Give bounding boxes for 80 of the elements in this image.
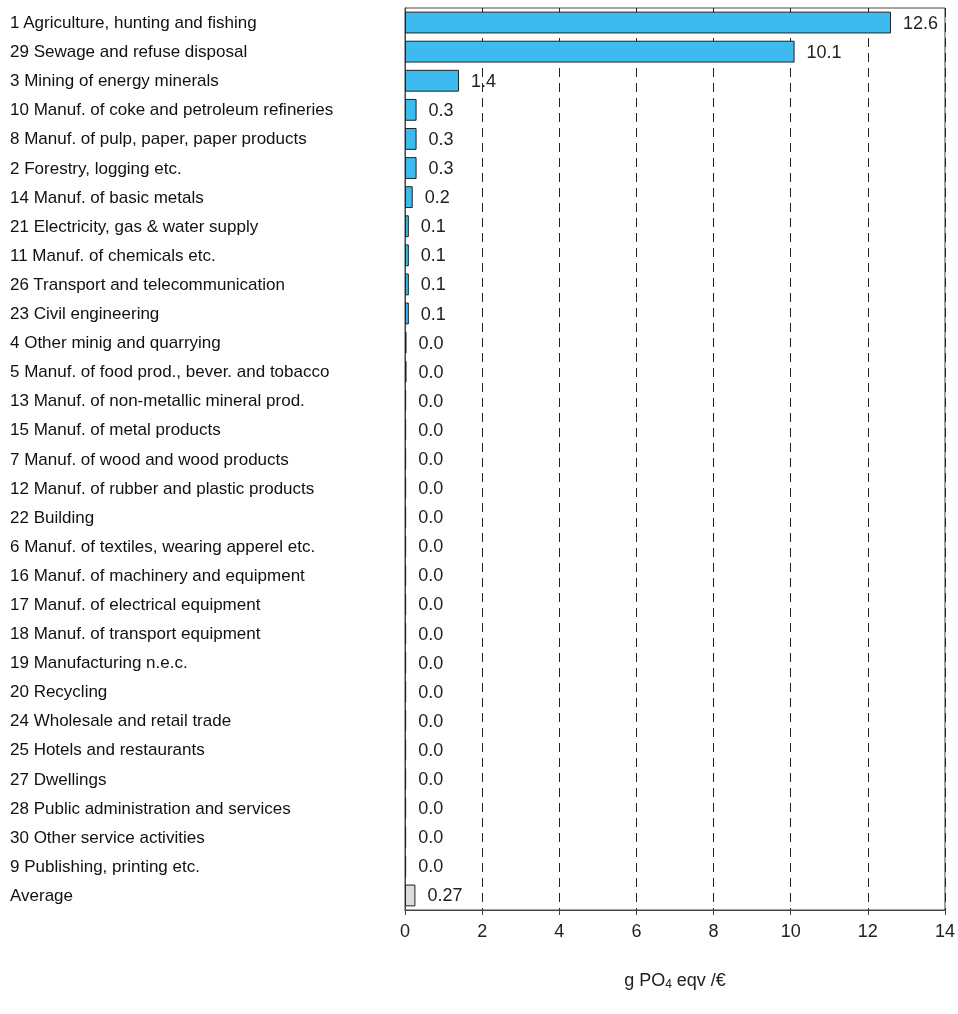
bar (405, 273, 409, 296)
x-tick-label: 6 (631, 921, 642, 941)
data-label: 0.0 (418, 478, 444, 499)
bar (405, 215, 409, 238)
data-label: 0.0 (418, 681, 444, 702)
data-label: 0.0 (418, 769, 444, 790)
y-tick-label: 9 Publishing, printing etc. (10, 856, 200, 876)
y-tick-label: Average (10, 885, 74, 905)
data-label: 0.0 (418, 652, 444, 673)
data-label: 0.0 (418, 798, 444, 819)
data-label: 12.6 (902, 12, 939, 33)
y-tick-label: 16 Manuf. of machinery and equipment (10, 565, 306, 585)
x-tick-label: 2 (477, 921, 488, 941)
x-tick-label: 8 (708, 921, 719, 941)
x-tick-label: 10 (780, 921, 801, 941)
y-tick-label: 10 Manuf. of coke and petroleum refineries (10, 100, 334, 120)
data-label: 0.0 (418, 390, 444, 411)
y-tick-label: 30 Other service activities (10, 827, 205, 847)
data-label: 0.0 (418, 565, 444, 586)
data-label: 0.0 (418, 332, 444, 353)
y-tick-label: 21 Electricity, gas & water supply (10, 216, 259, 236)
data-label: 0.3 (428, 158, 454, 179)
bar (405, 128, 417, 150)
y-tick-label: 4 Other minig and quarrying (10, 333, 221, 353)
y-tick-label: 18 Manuf. of transport equipment (10, 624, 261, 644)
bar (405, 884, 416, 907)
data-label: 0.0 (418, 710, 444, 731)
y-tick-label: 12 Manuf. of rubber and plastic products (10, 478, 315, 498)
data-label: 0.0 (418, 419, 444, 440)
data-label: 0.0 (418, 856, 444, 877)
data-label: 0.1 (420, 216, 446, 237)
data-label: 0.0 (418, 361, 444, 382)
bar (405, 69, 459, 92)
y-tick-label: 22 Building (10, 507, 95, 527)
data-label: 0.0 (418, 827, 444, 848)
y-tick-label: 19 Manufacturing n.e.c. (10, 653, 188, 673)
y-tick-label: 3 Mining of energy minerals (10, 71, 219, 91)
x-tick-label: 4 (554, 921, 565, 941)
data-label: 0.0 (418, 507, 444, 528)
y-tick-label: 23 Civil engineering (10, 304, 160, 324)
y-tick-label: 6 Manuf. of textiles, wearing apperel etc. (10, 536, 316, 556)
x-tick-label: 12 (857, 921, 878, 941)
data-label: 10.1 (806, 41, 842, 62)
y-tick-label: 14 Manuf. of basic metals (10, 187, 204, 207)
y-tick-label: 7 Manuf. of wood and wood products (10, 449, 289, 469)
data-label: 0.0 (418, 449, 444, 469)
data-label: 0.0 (418, 623, 444, 644)
y-tick-label: 1 Agriculture, hunting and fishing (10, 13, 257, 33)
bar (405, 98, 417, 121)
data-label: 0.1 (420, 303, 446, 324)
data-label: 0.0 (418, 594, 444, 615)
x-tick-label: 0 (399, 921, 411, 941)
y-tick-label: 29 Sewage and refuse disposal (10, 42, 248, 62)
data-label: 0.3 (428, 128, 454, 149)
y-tick-label: 11 Manuf. of chemicals etc. (10, 245, 216, 265)
data-label: 0.2 (424, 187, 450, 208)
y-tick-label: 17 Manuf. of electrical equipment (10, 594, 261, 614)
bar (405, 186, 413, 209)
bar (405, 302, 409, 325)
data-label: 0.0 (418, 536, 444, 557)
bar (405, 244, 409, 267)
bar (405, 157, 417, 179)
y-tick-label: 8 Manuf. of pulp, paper, paper products (10, 129, 307, 149)
data-label: 0.3 (428, 99, 454, 120)
y-tick-label: 27 Dwellings (10, 769, 107, 789)
y-tick-label: 13 Manuf. of non-metallic mineral prod. (10, 391, 305, 411)
y-tick-label: 15 Manuf. of metal products (10, 420, 221, 440)
y-tick-label: 20 Recycling (10, 682, 108, 702)
y-tick-label: 2 Forestry, logging etc. (10, 158, 182, 178)
y-tick-label: 26 Transport and telecommunication (10, 274, 285, 294)
data-label: 0.27 (427, 885, 463, 906)
data-label: 1.4 (471, 70, 497, 91)
x-tick-label: 14 (934, 921, 955, 941)
y-tick-label: 28 Public administration and services (10, 798, 291, 818)
data-label: 0.1 (420, 274, 446, 295)
data-label: 0.0 (418, 739, 444, 760)
data-label: 0.1 (420, 245, 446, 266)
y-tick-label: 25 Hotels and restaurants (10, 740, 205, 760)
y-tick-label: 24 Wholesale and retail trade (10, 711, 232, 731)
y-tick-label: 5 Manuf. of food prod., bever. and tobacco (10, 362, 330, 382)
